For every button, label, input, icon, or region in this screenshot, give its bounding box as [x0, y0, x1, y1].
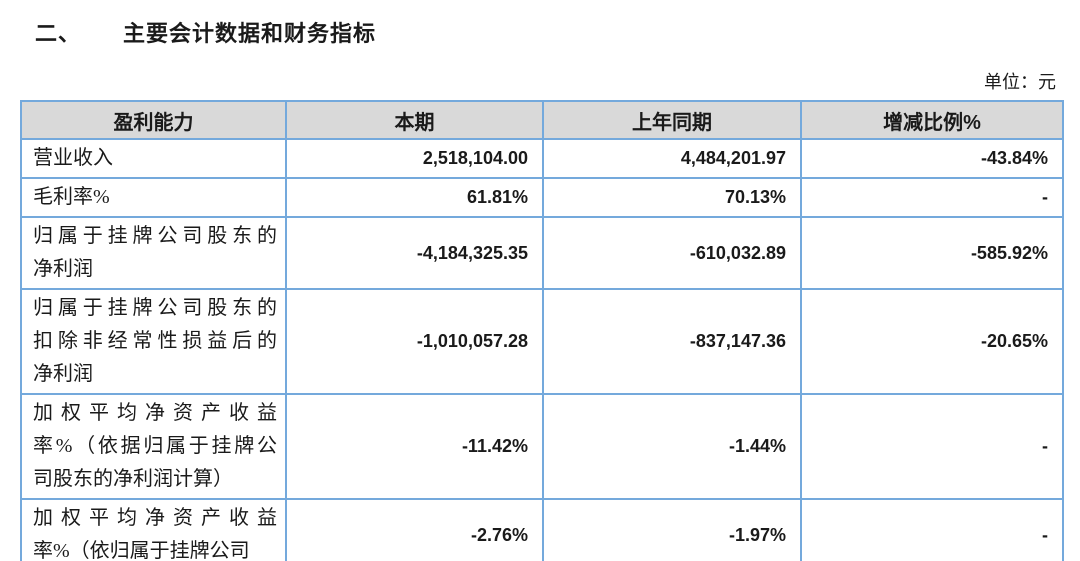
row-label: 毛利率%	[20, 177, 287, 218]
row-label-line: 扣除非经常性损益后的	[33, 330, 277, 352]
row-prior-value: 4,484,201.97	[542, 138, 802, 179]
row-label-line: 净利润	[33, 258, 93, 280]
row-current-value: -2.76%	[285, 498, 544, 561]
row-label-line: 加权平均净资产收益	[33, 402, 277, 424]
section-title-text: 主要会计数据和财务指标	[123, 21, 377, 46]
row-prior-value: -610,032.89	[542, 216, 802, 290]
row-label: 归属于挂牌公司股东的 净利润	[20, 216, 287, 290]
header-change-ratio: 增减比例%	[800, 100, 1064, 140]
row-label: 加权平均净资产收益 率%（依归属于挂牌公司	[20, 498, 287, 561]
table-row: 加权平均净资产收益 率%（依归属于挂牌公司 -2.76% -1.97% -	[20, 498, 1064, 561]
row-label: 归属于挂牌公司股东的 扣除非经常性损益后的 净利润	[20, 288, 287, 395]
row-change-value: -43.84%	[800, 138, 1064, 179]
row-label-line: 率%（依据归属于挂牌公	[33, 435, 277, 457]
row-current-value: -1,010,057.28	[285, 288, 544, 395]
row-label-line: 净利润	[33, 363, 93, 385]
row-label: 营业收入	[20, 138, 287, 179]
row-change-value: -	[800, 177, 1064, 218]
row-prior-value: -837,147.36	[542, 288, 802, 395]
table-body: 营业收入 2,518,104.00 4,484,201.97 -43.84% 毛…	[20, 138, 1064, 561]
row-label-line: 加权平均净资产收益	[33, 507, 277, 529]
row-label: 加权平均净资产收益 率%（依据归属于挂牌公 司股东的净利润计算）	[20, 393, 287, 500]
table-row: 加权平均净资产收益 率%（依据归属于挂牌公 司股东的净利润计算） -11.42% -…	[20, 393, 1064, 500]
row-prior-value: 70.13%	[542, 177, 802, 218]
row-prior-value: -1.44%	[542, 393, 802, 500]
unit-label: 单位：元	[984, 72, 1056, 92]
row-label-line: 归属于挂牌公司股东的	[33, 297, 277, 319]
row-change-value: -585.92%	[800, 216, 1064, 290]
table-row: 归属于挂牌公司股东的 净利润 -4,184,325.35 -610,032.89 …	[20, 216, 1064, 290]
table-row: 营业收入 2,518,104.00 4,484,201.97 -43.84%	[20, 138, 1064, 179]
section-number: 二、	[35, 21, 82, 46]
row-label-line: 归属于挂牌公司股东的	[33, 225, 277, 247]
table-row: 归属于挂牌公司股东的 扣除非经常性损益后的 净利润 -1,010,057.28 -8…	[20, 288, 1064, 395]
header-profitability: 盈利能力	[20, 100, 287, 140]
financial-indicators-table: 盈利能力 本期 上年同期 增减比例% 营业收入 2,518,104.00 4,4…	[20, 100, 1064, 561]
row-current-value: 61.81%	[285, 177, 544, 218]
section-title: 二、 主要会计数据和财务指标	[35, 16, 376, 48]
row-prior-value: -1.97%	[542, 498, 802, 561]
row-label-line: 司股东的净利润计算）	[33, 468, 233, 490]
row-label-line: 率%（依归属于挂牌公司	[33, 540, 250, 561]
row-current-value: -11.42%	[285, 393, 544, 500]
header-prior-period: 上年同期	[542, 100, 802, 140]
row-current-value: -4,184,325.35	[285, 216, 544, 290]
table-row: 毛利率% 61.81% 70.13% -	[20, 177, 1064, 218]
row-change-value: -	[800, 393, 1064, 500]
row-change-value: -	[800, 498, 1064, 561]
row-current-value: 2,518,104.00	[285, 138, 544, 179]
table-header-row: 盈利能力 本期 上年同期 增减比例%	[20, 100, 1064, 140]
header-current-period: 本期	[285, 100, 544, 140]
row-change-value: -20.65%	[800, 288, 1064, 395]
